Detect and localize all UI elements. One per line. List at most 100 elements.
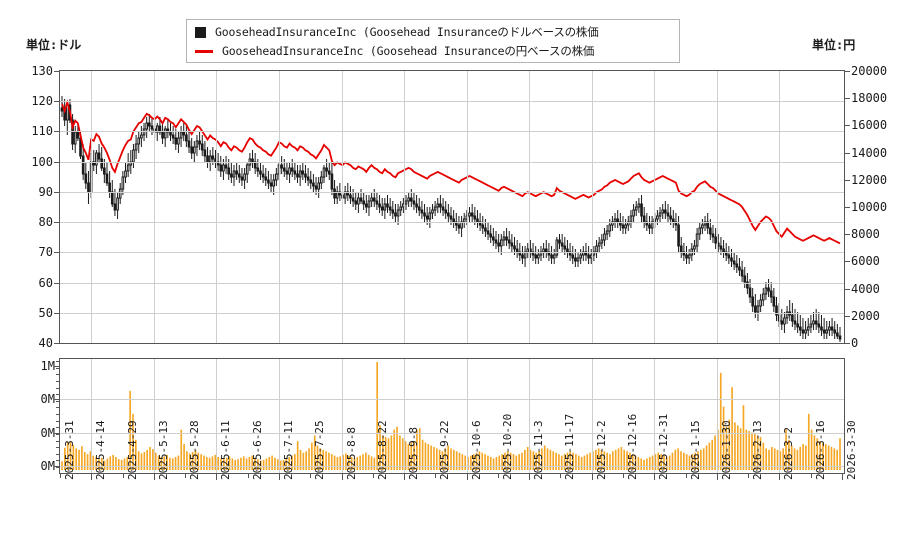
volume-bar (597, 448, 600, 470)
x-axis-tickmark (278, 474, 280, 480)
volume-bar (404, 441, 407, 470)
x-axis-tickmark (716, 474, 718, 480)
candlestick-body-down (534, 254, 538, 259)
gridline-vertical (91, 359, 93, 473)
candlestick-body-down (616, 218, 620, 223)
x-axis-tick-label: 2025-8-22 (375, 420, 389, 480)
gridline-vertical (529, 359, 531, 473)
gridline-vertical (716, 359, 718, 473)
volume-axis-tick: 0M (40, 459, 55, 473)
volume-bar (541, 448, 543, 470)
volume-bar (768, 449, 770, 470)
volume-bar (103, 460, 106, 470)
x-axis-tickmark (623, 474, 625, 478)
candlestick-body-down (230, 173, 233, 178)
candlestick-body-up (134, 143, 138, 151)
x-axis-tick-label: 2026-3-30 (845, 420, 858, 480)
candlestick-body-up (431, 209, 434, 214)
left-axis-tick: 60 (38, 275, 53, 290)
volume-bar (299, 449, 302, 470)
right-axis-tickmark (845, 179, 850, 181)
left-axis-tickmark (54, 71, 59, 72)
volume-bar (609, 454, 611, 470)
right-axis-tick: 4000 (851, 281, 880, 296)
volume-bar (171, 458, 174, 470)
volume-bar (538, 451, 540, 470)
right-axis-tick: 12000 (851, 172, 888, 187)
volume-axis-minor-tickmark (56, 453, 59, 455)
volume-bar (512, 454, 515, 470)
x-axis-tick-label: 2025-10-6 (469, 420, 483, 480)
volume-bar (64, 447, 66, 470)
volume-bar (191, 452, 194, 470)
volume-bar (418, 428, 421, 470)
candlestick-body-up (658, 212, 662, 217)
x-axis-tick-label: 2025-9-8 (407, 427, 421, 480)
volume-bar (833, 448, 836, 470)
volume-axis-tickmark (54, 366, 59, 367)
volume-bar (759, 436, 762, 470)
volume-bar (680, 451, 682, 470)
candlestick-body-down (264, 176, 268, 181)
candlestick-body-down (470, 212, 474, 217)
x-axis-tickmark (341, 474, 343, 480)
volume-bar (265, 458, 268, 470)
candlestick-body-up (576, 257, 580, 262)
volume-bar (504, 452, 506, 470)
volume-bar (66, 442, 69, 470)
candlestick-body-up (687, 254, 691, 259)
candlestick-body-down (478, 221, 482, 226)
volume-bar (773, 448, 776, 470)
candlestick-body-down (489, 233, 493, 238)
candlestick-body-down (772, 296, 776, 307)
volume-bar (203, 455, 205, 470)
candlestick-body-down (161, 131, 164, 139)
volume-bar (177, 455, 180, 470)
candlestick-body-down (494, 239, 498, 244)
candlestick-body-up (317, 182, 321, 190)
volume-bar (362, 454, 364, 470)
candlestick-body-up (613, 218, 617, 223)
candlestick-body-up (357, 197, 360, 205)
right-axis-tick: 2000 (851, 308, 880, 323)
gridline-vertical (591, 359, 593, 473)
candlestick-body-up (428, 212, 432, 220)
volume-bar (393, 429, 396, 470)
volume-bar (240, 457, 242, 470)
candlestick-body-down (412, 200, 416, 205)
left-axis-tick: 80 (38, 215, 53, 230)
candlestick-body-down (679, 245, 683, 253)
volume-bar (364, 452, 367, 470)
candlestick-body-down (449, 215, 453, 220)
candlestick-body-up (121, 176, 125, 190)
candlestick-body-down (711, 233, 715, 238)
candlestick-body-up (370, 197, 373, 202)
candlestick-body-up (526, 248, 530, 253)
candlestick-body-down (296, 173, 299, 178)
volume-axis-minor-tickmark (56, 361, 59, 362)
candlestick-body-up (396, 209, 400, 217)
volume-bar (626, 451, 628, 470)
volume-axis-minor-tickmark (56, 374, 59, 376)
x-axis-tickmark (810, 474, 812, 478)
x-axis-tickmark (216, 474, 218, 480)
volume-bar (220, 458, 222, 470)
left-axis-tickmark (54, 312, 59, 314)
gridline-horizontal (60, 191, 844, 193)
volume-bar (416, 429, 418, 470)
volume-bar (109, 456, 112, 470)
candlestick-body-down (447, 212, 450, 217)
candlestick-body-down (375, 200, 379, 205)
gridline-vertical (153, 71, 155, 343)
volume-bar (254, 457, 256, 470)
volume-bar (592, 451, 594, 470)
candlestick-body-down (425, 215, 429, 220)
x-axis-tickmark (466, 474, 468, 480)
candlestick-body-down (309, 179, 313, 184)
candlestick-body-down (224, 164, 228, 169)
volume-bar (217, 457, 219, 470)
volume-bar (623, 449, 626, 470)
candlestick-body-up (764, 287, 768, 295)
x-axis-tick-label: 2025-7-11 (281, 420, 295, 480)
candlestick-body-up (626, 221, 630, 226)
